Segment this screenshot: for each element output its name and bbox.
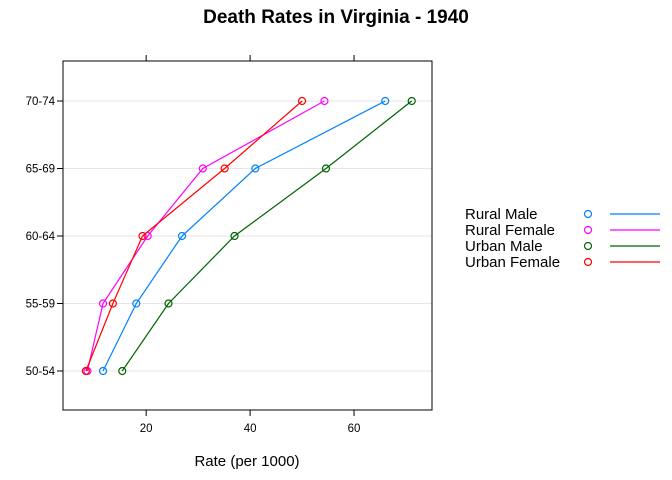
x-tick-label-40: 40 (244, 423, 257, 435)
legend-point-urban-male (583, 241, 593, 251)
series-line-rural-male (102, 100, 386, 372)
point-rural-male-55-59 (132, 299, 141, 308)
series-line-rural-female (86, 100, 325, 372)
axes: 50-54 55-59 60-64 65-69 70-74 20 40 60 (26, 55, 433, 435)
point-urban-female-70-74 (297, 96, 307, 106)
point-rural-male-50-54 (98, 366, 108, 376)
series-layer (81, 96, 416, 376)
series-line-urban-male (121, 100, 413, 372)
point-urban-female-65-69 (220, 164, 229, 173)
y-tick-label-65-69: 65-69 (26, 164, 55, 176)
point-urban-male-65-69 (321, 164, 331, 173)
series-line-urban-female (85, 100, 303, 372)
point-urban-male-55-59 (164, 299, 173, 308)
x-tick-label-60: 60 (348, 423, 361, 435)
y-tick-label-55-59: 55-59 (26, 299, 55, 311)
point-rural-male-60-64 (177, 231, 187, 241)
point-urban-male-70-74 (407, 96, 416, 106)
y-tick-label-70-74: 70-74 (26, 96, 56, 108)
grid-lines (63, 100, 432, 372)
point-rural-male-70-74 (381, 96, 390, 106)
legend-label-urban-male: Urban Male (465, 238, 543, 255)
point-rural-female-55-59 (98, 299, 108, 308)
x-tick-label-20: 20 (140, 423, 153, 435)
y-tick-label-50-54: 50-54 (26, 366, 56, 378)
x-axis-label: Rate (per 1000) (194, 453, 299, 470)
point-urban-female-60-64 (138, 231, 147, 241)
point-urban-male-60-64 (230, 231, 239, 241)
point-rural-female-60-64 (143, 231, 152, 241)
legend-point-rural-male (583, 209, 593, 219)
point-urban-female-50-54 (81, 366, 90, 376)
point-urban-female-55-59 (108, 299, 117, 308)
chart-title: Death Rates in Virginia - 1940 (203, 7, 469, 28)
point-rural-female-70-74 (320, 96, 329, 106)
legend-label-urban-female: Urban Female (465, 254, 560, 271)
y-tick-label-60-64: 60-64 (26, 231, 56, 243)
legend-point-urban-female (583, 257, 593, 267)
point-urban-male-50-54 (118, 366, 127, 376)
legend-label-rural-female: Rural Female (465, 222, 555, 239)
legend-label-rural-male: Rural Male (465, 206, 538, 223)
point-rural-male-65-69 (251, 164, 260, 173)
legend-point-rural-female (583, 225, 593, 235)
point-rural-female-65-69 (198, 164, 207, 173)
